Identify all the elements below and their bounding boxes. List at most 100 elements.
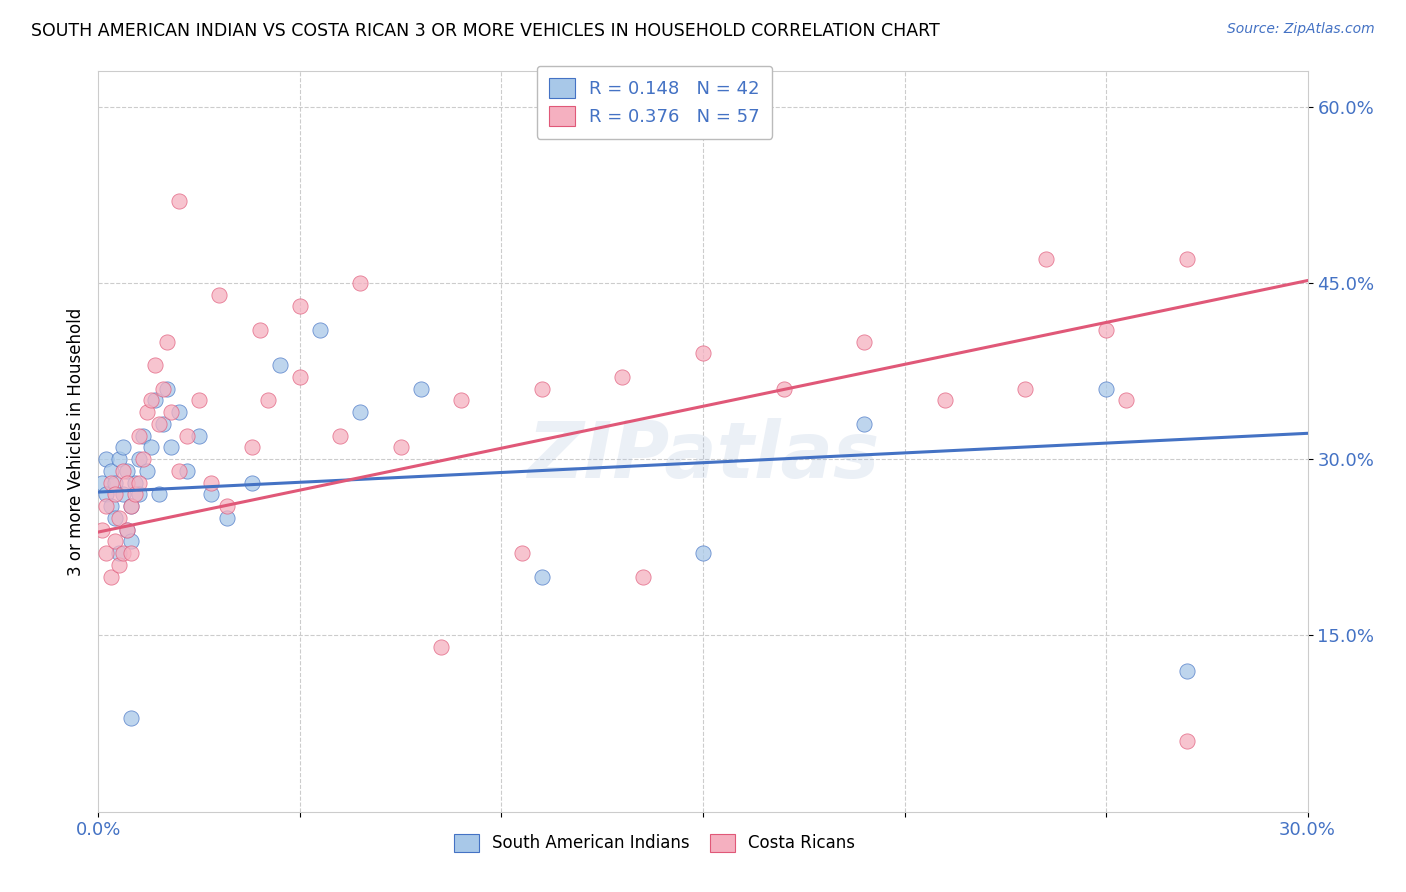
Point — [1175, 734, 1198, 748]
Point — [135, 464, 157, 478]
Point — [96, 487, 118, 501]
Point — [103, 534, 125, 549]
Point — [139, 393, 162, 408]
Point — [692, 546, 714, 560]
Point — [111, 487, 134, 501]
Point — [1014, 382, 1036, 396]
Point — [124, 487, 146, 501]
Point — [96, 452, 118, 467]
Point — [115, 475, 138, 490]
Point — [288, 370, 311, 384]
Point — [115, 523, 138, 537]
Point — [772, 382, 794, 396]
Point — [135, 405, 157, 419]
Point — [160, 405, 183, 419]
Point — [107, 511, 129, 525]
Point — [120, 711, 142, 725]
Point — [288, 299, 311, 313]
Point — [100, 475, 122, 490]
Point — [96, 546, 118, 560]
Point — [188, 393, 211, 408]
Point — [200, 475, 222, 490]
Point — [128, 428, 150, 442]
Point — [217, 499, 239, 513]
Point — [176, 428, 198, 442]
Point — [148, 487, 170, 501]
Point — [128, 452, 150, 467]
Point — [100, 499, 122, 513]
Point — [156, 334, 179, 349]
Point — [100, 464, 122, 478]
Point — [107, 546, 129, 560]
Point — [176, 464, 198, 478]
Point — [100, 570, 122, 584]
Point — [240, 475, 263, 490]
Point — [240, 441, 263, 455]
Point — [1175, 664, 1198, 678]
Y-axis label: 3 or more Vehicles in Household: 3 or more Vehicles in Household — [66, 308, 84, 575]
Point — [111, 546, 134, 560]
Point — [256, 393, 278, 408]
Point — [188, 428, 211, 442]
Point — [530, 382, 553, 396]
Point — [132, 428, 155, 442]
Point — [1095, 382, 1118, 396]
Point — [167, 464, 190, 478]
Point — [269, 358, 291, 372]
Point — [329, 428, 352, 442]
Point — [124, 475, 146, 490]
Point — [103, 475, 125, 490]
Point — [249, 323, 271, 337]
Point — [103, 487, 125, 501]
Point — [853, 417, 876, 431]
Point — [692, 346, 714, 360]
Point — [1095, 323, 1118, 337]
Point — [115, 523, 138, 537]
Point — [156, 382, 179, 396]
Point — [167, 405, 190, 419]
Text: SOUTH AMERICAN INDIAN VS COSTA RICAN 3 OR MORE VEHICLES IN HOUSEHOLD CORRELATION: SOUTH AMERICAN INDIAN VS COSTA RICAN 3 O… — [31, 22, 939, 40]
Point — [143, 393, 166, 408]
Point — [450, 393, 472, 408]
Point — [934, 393, 956, 408]
Point — [107, 558, 129, 572]
Point — [115, 464, 138, 478]
Point — [389, 441, 412, 455]
Point — [612, 370, 634, 384]
Point — [132, 452, 155, 467]
Point — [120, 499, 142, 513]
Point — [430, 640, 453, 655]
Point — [128, 487, 150, 501]
Point — [152, 382, 174, 396]
Point — [111, 441, 134, 455]
Point — [139, 441, 162, 455]
Point — [853, 334, 876, 349]
Point — [120, 546, 142, 560]
Text: ZIPatlas: ZIPatlas — [527, 418, 879, 494]
Point — [143, 358, 166, 372]
Point — [91, 523, 114, 537]
Point — [208, 287, 231, 301]
Legend: South American Indians, Costa Ricans: South American Indians, Costa Ricans — [447, 827, 862, 859]
Point — [120, 499, 142, 513]
Point — [167, 194, 190, 208]
Point — [128, 475, 150, 490]
Point — [148, 417, 170, 431]
Point — [152, 417, 174, 431]
Point — [111, 464, 134, 478]
Point — [160, 441, 183, 455]
Point — [349, 276, 371, 290]
Point — [1035, 252, 1057, 267]
Point — [107, 452, 129, 467]
Point — [1175, 252, 1198, 267]
Point — [91, 475, 114, 490]
Point — [120, 534, 142, 549]
Point — [217, 511, 239, 525]
Point — [1115, 393, 1137, 408]
Point — [409, 382, 432, 396]
Point — [510, 546, 533, 560]
Point — [103, 511, 125, 525]
Point — [349, 405, 371, 419]
Point — [96, 499, 118, 513]
Point — [309, 323, 332, 337]
